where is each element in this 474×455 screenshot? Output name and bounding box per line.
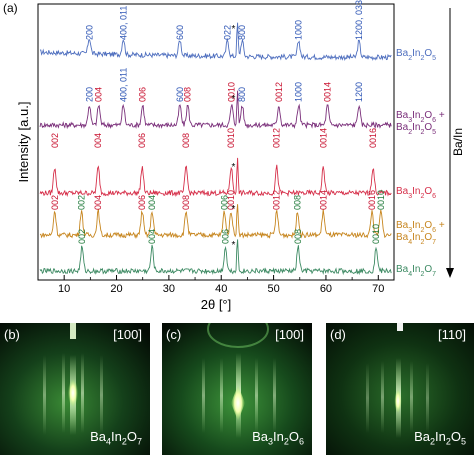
rheed-c-direction: [100]: [275, 327, 304, 342]
peak-label: 1200, 033: [354, 0, 364, 40]
y-axis-label: Intensity [a.u.]: [16, 102, 31, 183]
peak-label: 022: [223, 25, 233, 40]
rheed-pattern-c: [162, 323, 312, 455]
rheed-d-formula: Ba2In2O5: [414, 429, 466, 447]
rheed-panel-b: (b) [100] Ba4In2O7: [0, 323, 150, 455]
x-tick-label: 30: [163, 283, 175, 295]
x-axis-label: 2θ [°]: [201, 297, 232, 312]
x-tick-label: 60: [320, 283, 332, 295]
substrate-marker: *: [231, 162, 235, 173]
xrd-traces: [39, 22, 392, 276]
peak-label: 600: [175, 25, 185, 40]
rheed-panel-d: (d) [110] Ba2In2O5: [326, 323, 474, 455]
rheed-pattern-b: [0, 323, 150, 455]
peak-label: 006: [138, 87, 148, 102]
trace-line: [39, 204, 392, 239]
peak-label: 004: [147, 229, 157, 244]
rheed-c-label: (c): [166, 327, 182, 342]
peak-label: 200: [84, 25, 94, 40]
trace-label: Ba4In2O7: [396, 264, 436, 278]
peak-label: 004: [94, 87, 104, 102]
x-tick-label: 70: [372, 283, 384, 295]
peak-label: 004: [147, 195, 157, 210]
substrate-marker: *: [231, 94, 235, 105]
peak-label: 0016: [367, 190, 377, 210]
peak-label: 006: [219, 195, 229, 210]
peak-label: 0012: [272, 128, 282, 148]
peak-label: 0010: [226, 128, 236, 148]
peak-label: 0010: [371, 224, 381, 244]
peak-label: 008: [293, 229, 303, 244]
peak-label: 006: [220, 229, 230, 244]
peak-label: 0010: [226, 190, 236, 210]
peak-label: 008: [181, 133, 191, 148]
substrate-marker: *: [231, 204, 235, 215]
peak-label: 200: [84, 87, 94, 102]
rheed-b-direction: [100]: [113, 327, 142, 342]
x-tick-label: 50: [267, 283, 279, 295]
ba-in-trend-arrow: [446, 8, 454, 278]
trace-label: Ba3In2O6 +: [396, 220, 445, 234]
rheed-d-direction: [110]: [438, 327, 466, 342]
rheed-d-label: (d): [330, 327, 346, 342]
peak-label: 004: [93, 195, 103, 210]
substrate-marker: *: [231, 240, 235, 251]
rheed-b-label: (b): [4, 327, 20, 342]
peak-label: 008: [181, 195, 191, 210]
trace-line: [39, 90, 392, 130]
plot-frame: [37, 3, 395, 281]
peak-label: 1000: [294, 82, 304, 102]
peak-label: 002: [77, 195, 87, 210]
peak-label: 006: [137, 133, 147, 148]
substrate-markers: * * * * *: [231, 24, 235, 251]
peak-label: 0012: [272, 190, 282, 210]
peak-label: 800: [237, 87, 247, 102]
substrate-marker: *: [231, 24, 235, 35]
peak-label: 006: [137, 195, 147, 210]
trace-line: [39, 22, 392, 61]
trace-line: [39, 239, 392, 276]
peak-label: 800: [237, 25, 247, 40]
peak-label: 002: [50, 133, 60, 148]
peak-label: 002: [77, 229, 87, 244]
peak-label: 004: [93, 133, 103, 148]
peak-label: 0010: [227, 82, 237, 102]
peak-label: 0016: [368, 128, 378, 148]
peak-label: 0012: [274, 82, 284, 102]
panel-a-label: (a): [3, 1, 18, 15]
trace-label: Ba3In2O6 +: [396, 110, 445, 124]
peak-label: 0014: [318, 190, 328, 210]
rheed-panel-c: (c) [100] Ba3In2O6: [162, 323, 312, 455]
trace-label: Ba2In2O5: [396, 48, 436, 62]
x-tick-label: 10: [58, 283, 70, 295]
peak-label: 0014: [318, 128, 328, 148]
rheed-c-formula: Ba3In2O6: [252, 429, 304, 447]
peak-label: 008: [183, 87, 193, 102]
x-tick-label: 40: [215, 283, 227, 295]
peak-label: 1200: [354, 82, 364, 102]
peak-label: 600: [175, 87, 185, 102]
trace-label: Ba2In2O5: [396, 122, 436, 136]
trace-label: Ba4In2O7: [396, 232, 436, 246]
peak-label: 002: [50, 195, 60, 210]
peak-label: 400, 011: [118, 6, 128, 40]
trace-line: [39, 157, 392, 198]
peak-label: 400, 011: [118, 68, 128, 102]
peak-label: 0014: [323, 82, 333, 102]
peak-label: 1000: [294, 20, 304, 40]
rheed-pattern-d: [326, 323, 474, 455]
peak-label: 008: [293, 195, 303, 210]
x-axis: 10 20 30 40 50 60 70: [37, 275, 384, 295]
trend-label: Ba/In: [451, 128, 465, 156]
peak-label: 0010: [376, 190, 386, 210]
trace-label: Ba3In2O6: [396, 186, 436, 200]
x-tick-label: 20: [110, 283, 122, 295]
rheed-b-formula: Ba4In2O7: [90, 429, 142, 447]
